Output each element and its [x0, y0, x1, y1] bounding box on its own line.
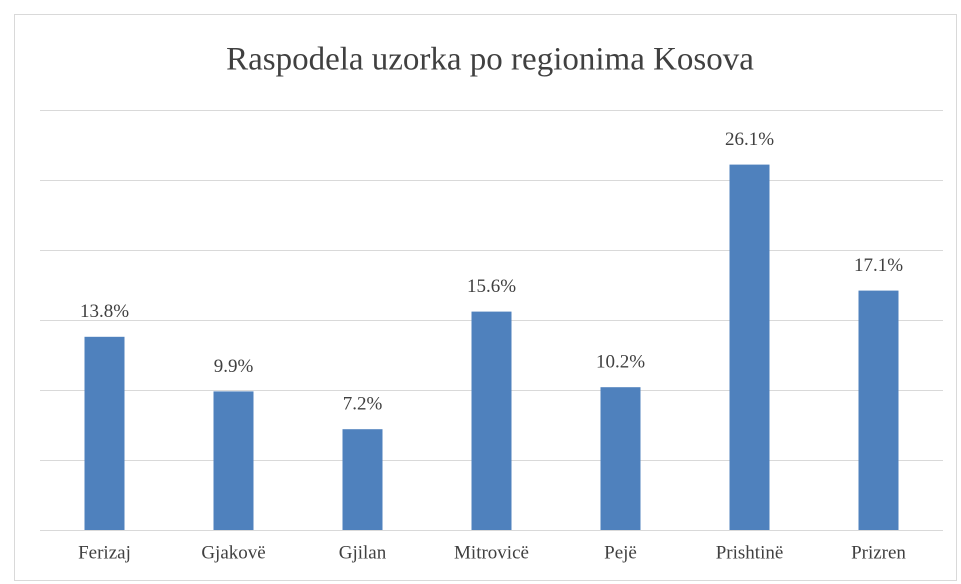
data-label: 26.1%: [725, 129, 774, 150]
data-label: 17.1%: [854, 255, 903, 276]
x-tick-label: Gjakovë: [201, 542, 265, 563]
bar: [471, 311, 512, 530]
bar: [600, 387, 641, 530]
data-label: 9.9%: [214, 356, 254, 377]
data-label: 13.8%: [80, 301, 129, 322]
x-tick-label: Prishtinë: [716, 542, 784, 563]
data-label: 10.2%: [596, 352, 645, 373]
bar: [858, 290, 899, 530]
x-tick-label: Prizren: [851, 542, 906, 563]
x-tick-label: Mitrovicë: [454, 542, 529, 563]
data-label: 15.6%: [467, 276, 516, 297]
x-tick-label: Ferizaj: [78, 542, 131, 563]
chart-title: Raspodela uzorka po regionima Kosova: [226, 42, 754, 78]
data-label: 7.2%: [343, 394, 383, 415]
bar: [84, 336, 125, 530]
x-tick-label: Gjilan: [339, 542, 387, 563]
bar: [729, 164, 770, 530]
bar: [342, 429, 383, 530]
bar: [213, 391, 254, 530]
x-tick-label: Pejë: [604, 542, 637, 563]
